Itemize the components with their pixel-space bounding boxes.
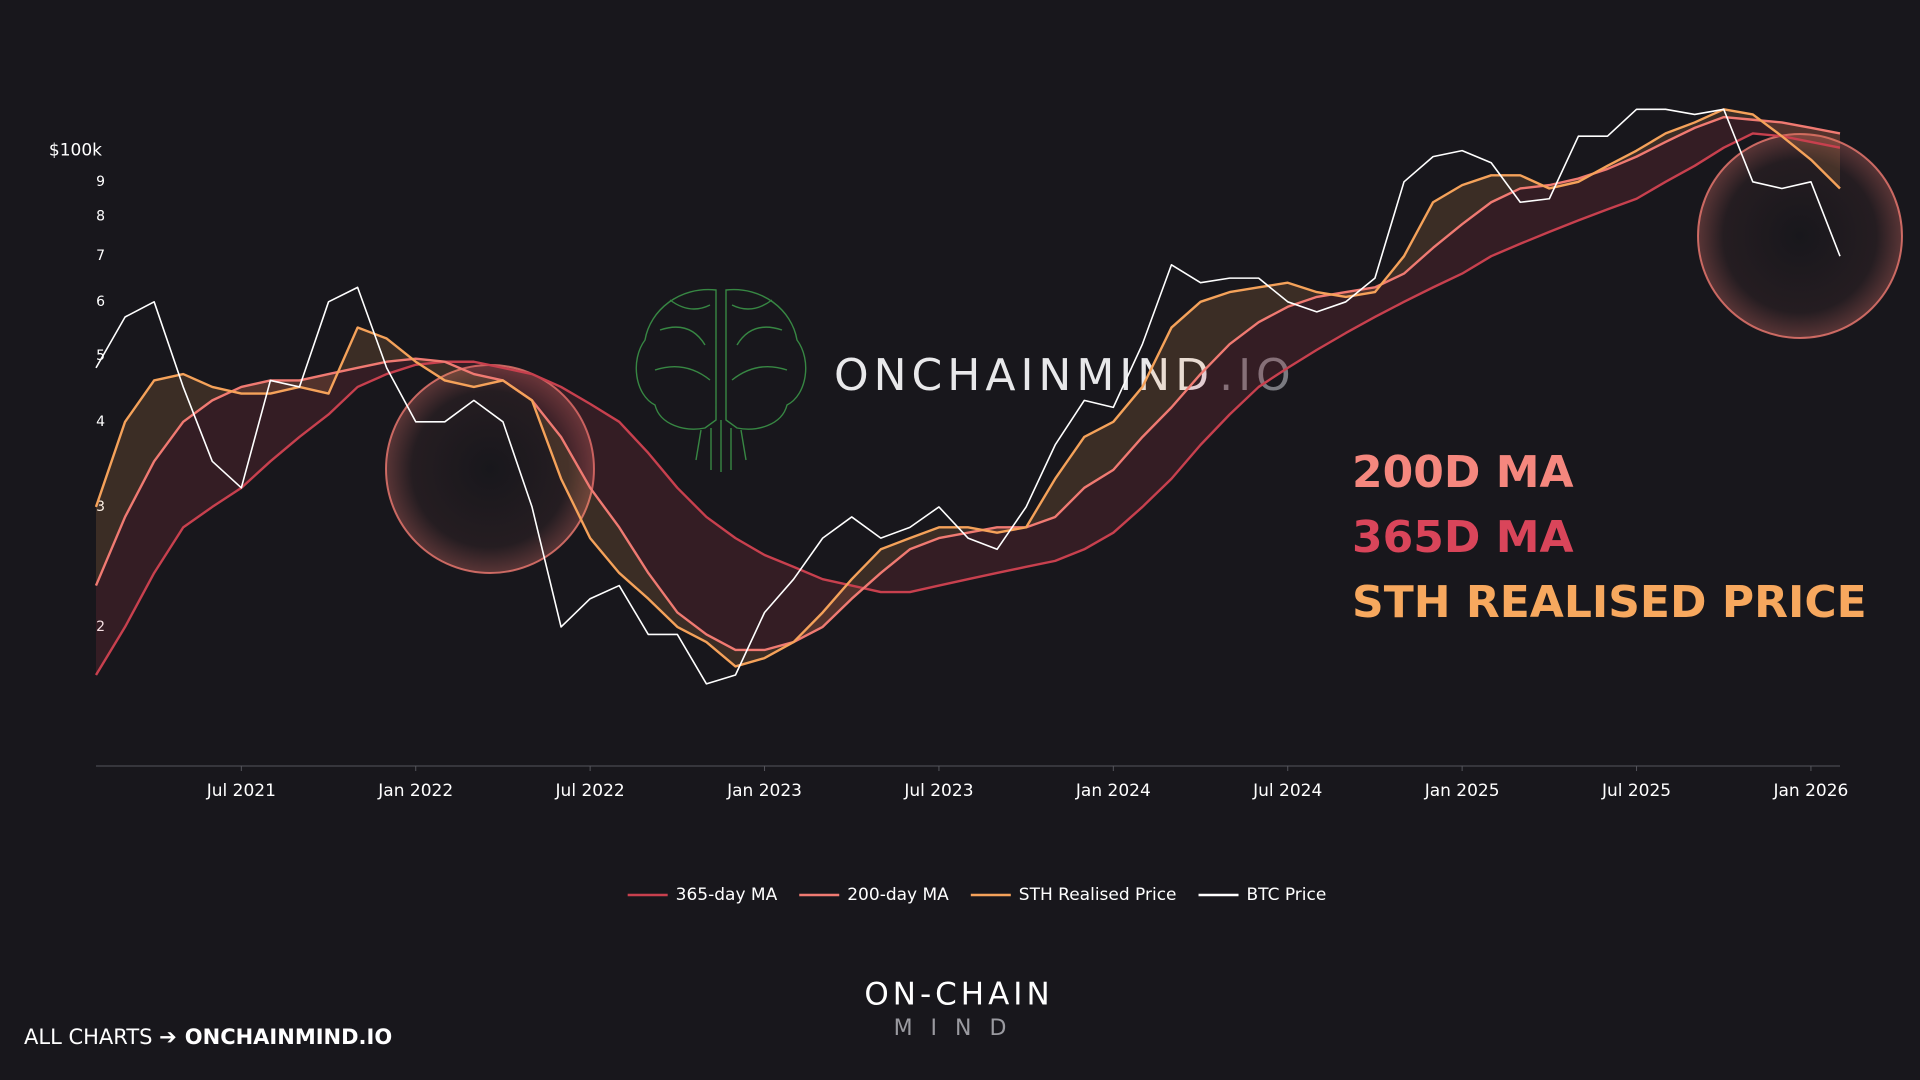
- series-line: [94, 115, 1841, 652]
- x-tick-label: Jan 2022: [377, 781, 453, 801]
- legend-label: STH Realised Price: [1019, 885, 1177, 905]
- y-tick-label: 8: [96, 209, 105, 225]
- watermark-suffix: .IO: [1219, 350, 1296, 401]
- y-tick-label: 2: [96, 619, 105, 635]
- watermark: ONCHAINMIND .IO: [834, 350, 1296, 401]
- x-tick-label: Jul 2024: [1252, 781, 1322, 801]
- footer-logo: ON-CHAIN: [864, 977, 1053, 1013]
- footer-link[interactable]: ONCHAINMIND.IO: [185, 1025, 392, 1049]
- x-tick-label: Jan 2026: [1772, 781, 1848, 801]
- series-line: [95, 108, 1841, 685]
- annotation: 365D MA: [1352, 512, 1574, 563]
- footer: ON-CHAIN MIND ALL CHARTS ➔ ONCHAINMIND.I…: [24, 977, 1053, 1050]
- series-line: [94, 108, 1841, 668]
- y-tick-label: 3: [96, 499, 105, 515]
- highlight-circle: [1697, 133, 1903, 339]
- legend-label: 200-day MA: [847, 885, 949, 905]
- annotation: STH REALISED PRICE: [1352, 577, 1867, 628]
- x-tick-label: Jul 2021: [206, 781, 276, 801]
- series-line: [94, 132, 1841, 676]
- y-tick-label: $100k: [49, 141, 102, 161]
- x-tick-label: Jul 2023: [903, 781, 973, 801]
- watermark-text: ONCHAINMIND: [834, 350, 1214, 401]
- x-tick-label: Jan 2024: [1075, 781, 1151, 801]
- legend-label: 365-day MA: [676, 885, 778, 905]
- annotation: 200D MA: [1352, 447, 1574, 498]
- x-tick-label: Jul 2025: [1601, 781, 1671, 801]
- y-tick-label: 7: [96, 248, 105, 264]
- brain-logo: [635, 288, 807, 472]
- x-tick-label: Jan 2023: [726, 781, 802, 801]
- y-tick-label: 4: [96, 414, 105, 430]
- plot: Jul 2021 Jan 2022 Jul 2022 Jan 2023 Jul 2023…: [49, 108, 1867, 905]
- ma-band: [96, 117, 1840, 676]
- legend-label: BTC Price: [1247, 885, 1327, 905]
- y-tick-label: 6: [96, 294, 105, 310]
- footer-logo-sub: MIND: [894, 1016, 1025, 1041]
- y-tick-label: 5: [96, 348, 105, 364]
- x-tick-label: Jan 2025: [1424, 781, 1500, 801]
- footer-text: ALL CHARTS ➔: [24, 1025, 177, 1049]
- legend: 365-day MA 200-day MA STH Realised Price BT…: [627, 885, 1327, 905]
- x-tick-label: Jul 2022: [555, 781, 625, 801]
- y-tick-label: 9: [96, 174, 105, 190]
